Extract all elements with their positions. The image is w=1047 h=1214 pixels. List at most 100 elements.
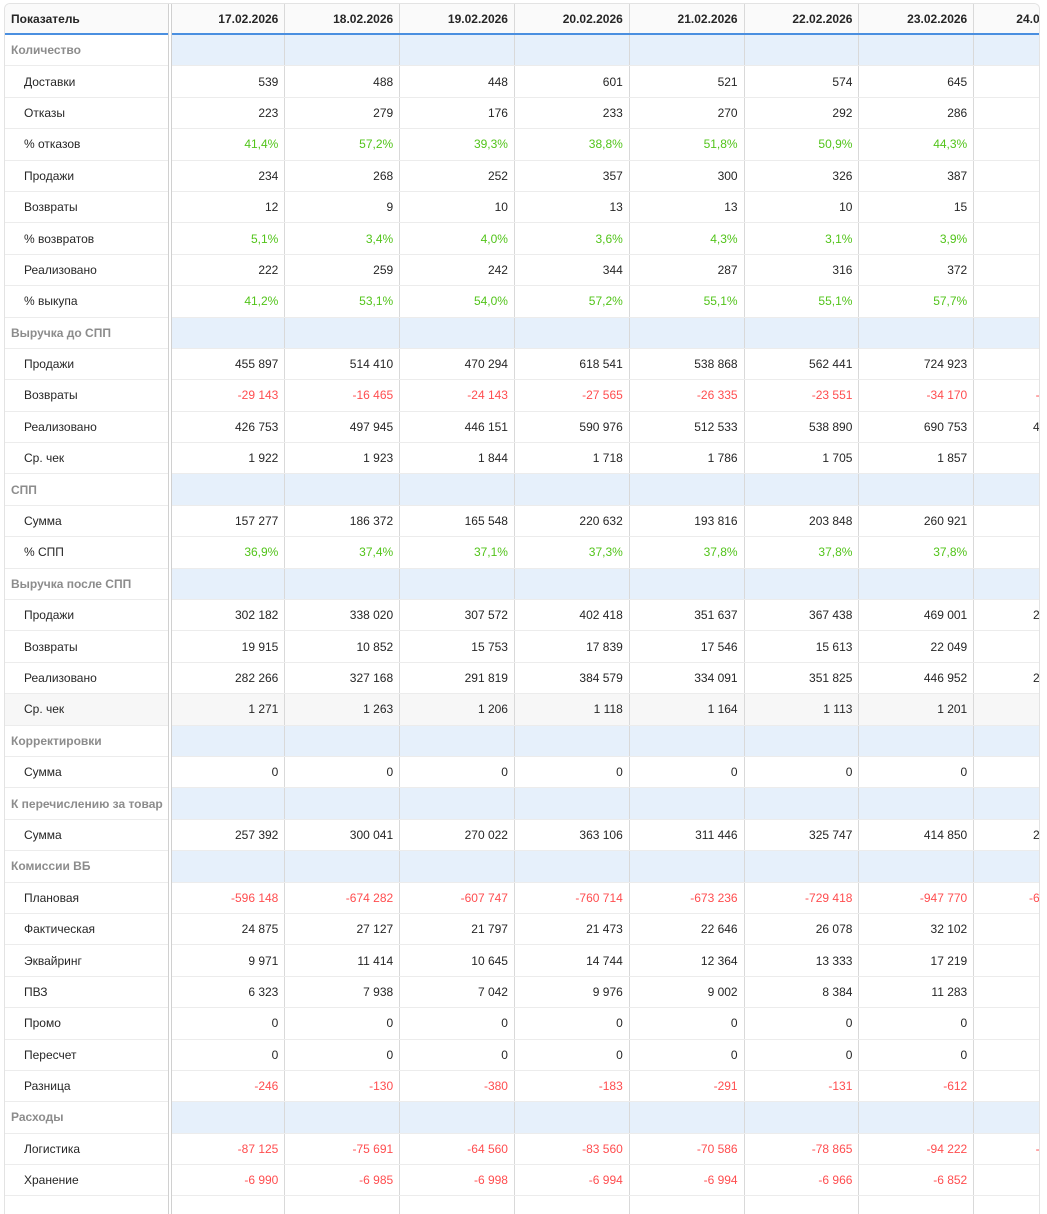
value-cell: 414 850 [858, 819, 975, 852]
value-cell: -6 994 [514, 1164, 630, 1197]
section-row: Выручка до СПП [5, 317, 1039, 349]
section-cell [973, 317, 1039, 349]
value-cell: 1 922 [170, 442, 286, 475]
report-table-container[interactable]: Показатель 17.02.2026 18.02.2026 19.02.2026… [4, 3, 1040, 1214]
section-cell [284, 34, 401, 67]
section-cell [399, 787, 515, 820]
column-header-date[interactable]: 18.02.2026 [284, 4, 401, 35]
section-cell [170, 725, 286, 757]
value-cell: 469 001 [858, 599, 975, 632]
section-cell [629, 850, 745, 883]
table-row: Реализовано 282 266 327 168 291 819 384 579 3… [5, 662, 1039, 695]
value-cell [514, 1195, 630, 1214]
table-row: Продажи 302 182 338 020 307 572 402 418 351 6… [5, 599, 1039, 632]
value-cell: 302 182 [170, 599, 286, 632]
column-header-date[interactable]: 17.02.2026 [170, 4, 286, 35]
section-cell [973, 850, 1039, 883]
value-cell: 3,1% [744, 222, 860, 255]
table-row: Возвраты 12 9 10 13 13 10 15 [5, 191, 1039, 224]
value-cell: -70 586 [629, 1133, 745, 1166]
value-cell: 27 127 [284, 913, 401, 946]
table-row: Продажи2342682523573003263872 [5, 160, 1039, 192]
section-cell [973, 473, 1039, 506]
value-cell: -64 560 [399, 1133, 515, 1166]
row-label: % выкупа [5, 285, 173, 318]
section-cell [858, 725, 975, 757]
value-cell [973, 191, 1039, 224]
value-cell: 10 [744, 191, 860, 224]
section-cell [744, 725, 860, 757]
value-cell: 15 9 [973, 630, 1039, 663]
value-cell: 618 541 [514, 348, 630, 381]
value-cell: 279 [284, 97, 401, 130]
section-cell [629, 1101, 745, 1134]
value-cell: 257 392 [170, 819, 286, 852]
value-cell: 300 [629, 160, 745, 192]
value-cell: 10 645 [399, 944, 515, 977]
value-cell: 316 [744, 254, 860, 287]
value-cell: 270 [629, 97, 745, 130]
value-cell: 10 852 [284, 630, 401, 663]
value-cell: 538 890 [744, 411, 860, 444]
value-cell: 418 9 [973, 411, 1039, 444]
value-cell: 300 041 [284, 819, 401, 852]
value-cell: 233 [514, 97, 630, 130]
column-header-date[interactable]: 24.02.20 [973, 4, 1039, 35]
value-cell: 1 844 [399, 442, 515, 475]
section-row: Расходы [5, 1101, 1039, 1134]
value-cell: 367 438 [744, 599, 860, 632]
column-header-date[interactable]: 19.02.2026 [399, 4, 515, 35]
row-label: Отказы [5, 97, 173, 130]
value-cell: 470 294 [399, 348, 515, 381]
value-cell [973, 97, 1039, 130]
value-cell: 268 [284, 160, 401, 192]
value-cell: -760 714 [514, 882, 630, 914]
value-cell: 54,0% [399, 285, 515, 318]
row-label: Сумма [5, 505, 173, 538]
value-cell: 9 002 [629, 976, 745, 1009]
section-cell [514, 317, 630, 349]
section-cell [973, 34, 1039, 67]
value-cell: 0 [858, 1039, 975, 1071]
value-cell: 287 0 [973, 599, 1039, 632]
value-cell: 443 [973, 348, 1039, 381]
value-cell: 446 151 [399, 411, 515, 444]
row-label: Фактическая [5, 913, 173, 946]
column-header-date[interactable]: 21.02.2026 [629, 4, 745, 35]
value-cell: 37,8% [744, 536, 860, 569]
row-label: Ср. чек [5, 442, 173, 475]
column-header-date[interactable]: 20.02.2026 [514, 4, 630, 35]
value-cell: 448 [399, 65, 515, 98]
value-cell: 4,0% [399, 222, 515, 255]
value-cell [744, 1195, 860, 1214]
column-header-date[interactable]: 22.02.2026 [744, 4, 860, 35]
section-cell [858, 787, 975, 820]
value-cell: -72 0 [973, 1133, 1039, 1166]
value-cell: 12 [170, 191, 286, 224]
value-cell: 44,3% [858, 128, 975, 161]
table-row: % выкупа 41,2% 53,1% 54,0% 57,2% 55,1% 55,1% 57… [5, 285, 1039, 318]
section-cell [514, 473, 630, 506]
table-row: Сумма 257 392 300 041 270 022 363 106 311 446… [5, 819, 1039, 852]
value-cell: 13 [514, 191, 630, 224]
value-cell: -78 865 [744, 1133, 860, 1166]
section-cell [284, 850, 401, 883]
section-label: СПП [5, 473, 173, 506]
value-cell: 384 579 [514, 662, 630, 695]
section-cell [284, 568, 401, 601]
value-cell: -607 747 [399, 882, 515, 914]
value-cell: -246 [170, 1070, 286, 1103]
table-row: Ср. чек 1 271 1 263 1 206 1 118 1 164 1 113 1 2… [5, 693, 1039, 726]
value-cell: 3,9% [858, 222, 975, 255]
value-cell: 37,4% [284, 536, 401, 569]
value-cell: 307 572 [399, 599, 515, 632]
column-header-indicator[interactable]: Показатель [5, 4, 173, 35]
value-cell: 387 [858, 160, 975, 192]
value-cell: 0 [284, 1007, 401, 1040]
table-row: Ср. чек 1 922 1 923 1 844 1 718 1 786 1 705 1 8… [5, 442, 1039, 475]
section-cell [514, 1101, 630, 1134]
column-header-date[interactable]: 23.02.2026 [858, 4, 975, 35]
value-cell: 15 753 [399, 630, 515, 663]
value-cell: 24 875 [170, 913, 286, 946]
value-cell: 0 [399, 756, 515, 789]
